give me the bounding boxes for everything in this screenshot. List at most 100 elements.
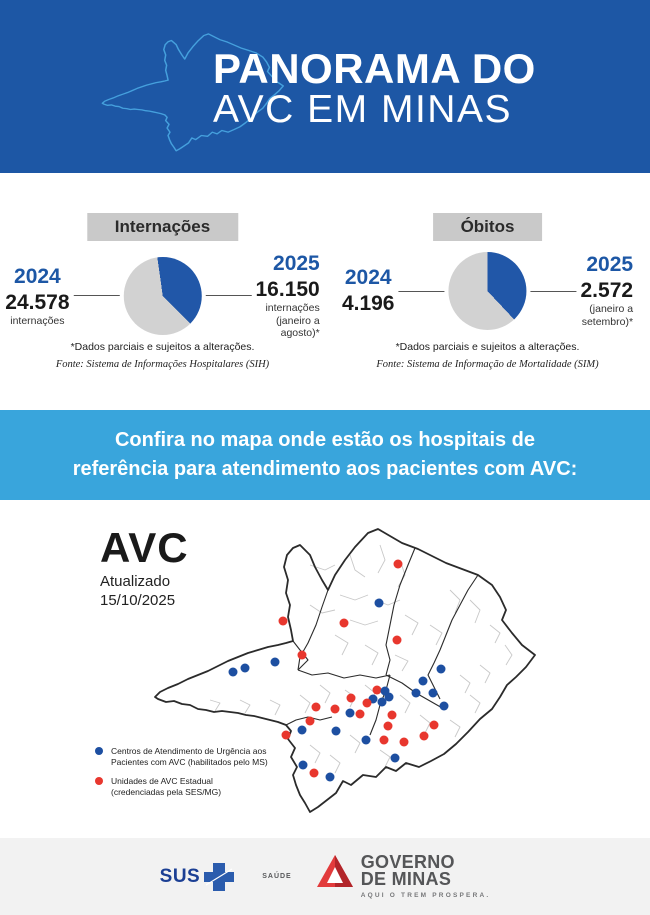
- stat-sublabel: internações: [10, 314, 65, 327]
- red-hospital-dot: [278, 616, 288, 626]
- blue-hospital-dot: [228, 667, 238, 677]
- map-callout-text: Confira no mapa onde estão os hospitais …: [72, 429, 578, 480]
- map-updated-label: Atualizado: [100, 573, 171, 590]
- blue-hospital-dot: [345, 708, 355, 718]
- blue-hospital-dot: [298, 760, 308, 770]
- connector-line: [530, 290, 577, 292]
- red-hospital-dot: [393, 559, 403, 569]
- blue-dot-icon: [95, 747, 103, 755]
- obitos-panel: Óbitos 2024 4.196 2025 2.572 (janeiro a …: [325, 173, 650, 410]
- stat-value: 2.572: [580, 279, 634, 303]
- stat-value: 16.150: [255, 278, 320, 301]
- blue-hospital-dot: [390, 753, 400, 763]
- blue-hospital-dot: [418, 676, 428, 686]
- blue-hospital-dot: [377, 697, 387, 707]
- map-section: AVC Atualizado 15/10/2025: [0, 500, 650, 838]
- internacoes-source: Fonte: Sistema de Informações Hospitalar…: [55, 359, 270, 370]
- stat-value: 24.578: [5, 290, 70, 314]
- sus-label: SUS: [159, 865, 201, 887]
- legend-entry: Unidades de AVC Estadual (credenciadas p…: [95, 776, 268, 797]
- stat-value: 4.196: [341, 292, 395, 315]
- red-hospital-dot: [309, 768, 319, 778]
- internacoes-2024-column: 2024 24.578 internações: [5, 265, 69, 328]
- internacoes-pie-chart: [123, 256, 202, 335]
- red-hospital-dot: [339, 618, 349, 628]
- red-hospital-dot: [346, 693, 356, 703]
- governo-line2: DE MINAS: [360, 869, 452, 889]
- legend-entry: Centros de Atendimento de Urgência aos P…: [95, 746, 268, 767]
- red-hospital-dot: [355, 709, 365, 719]
- sus-logo: SUS: [160, 861, 237, 893]
- year-label: 2025: [273, 252, 320, 275]
- governo-tagline: AQUI O TREM PROSPERA.: [360, 892, 491, 900]
- connector-line: [205, 295, 252, 297]
- red-dot-icon: [95, 777, 103, 786]
- blue-hospital-dot: [439, 701, 449, 711]
- year-label: 2024: [344, 266, 392, 289]
- footer: SUS SAÚDE GOVERNO DE MINAS AQUI O TREM P…: [0, 838, 650, 915]
- sus-cross-icon: [204, 862, 235, 891]
- page-title: PANORAMA DO AVC EM MINAS: [213, 48, 536, 131]
- minas-gerais-outline-icon: [101, 33, 285, 152]
- year-label: 2024: [14, 264, 61, 288]
- red-hospital-dot: [362, 698, 372, 708]
- page-title-line1: PANORAMA DO: [213, 45, 536, 92]
- obitos-source: Fonte: Sistema de Informação de Mortalid…: [376, 359, 599, 370]
- internacoes-heading: Internações: [86, 213, 239, 241]
- map-callout-banner: Confira no mapa onde estão os hospitais …: [0, 410, 650, 500]
- blue-hospital-dot: [240, 663, 250, 673]
- blue-hospital-dot: [380, 686, 390, 696]
- blue-hospital-dot: [436, 664, 446, 674]
- connector-line: [73, 295, 120, 297]
- header-banner: PANORAMA DO AVC EM MINAS: [0, 0, 650, 173]
- year-label: 2025: [586, 253, 634, 277]
- obitos-2024-column: 2024 4.196: [342, 266, 395, 316]
- obitos-2025-column: 2025 2.572 (janeiro a setembro)*: [581, 253, 634, 328]
- minas-gerais-map: [150, 505, 545, 815]
- state-outline: [154, 528, 536, 813]
- map-updated-date: 15/10/2025: [100, 591, 176, 609]
- red-hospital-dot: [387, 710, 397, 720]
- legend-label: Unidades de AVC Estadual (credenciadas p…: [111, 776, 222, 797]
- blue-hospital-dot: [361, 735, 371, 745]
- stat-sublabel: (janeiro a setembro)*: [581, 303, 634, 328]
- page-title-line2: AVC EM MINAS: [213, 88, 512, 131]
- red-hospital-dot: [372, 685, 382, 695]
- blue-hospital-dot: [325, 772, 335, 782]
- internacoes-row: 2024 24.578 internações 2025 16.150 inte…: [5, 252, 319, 340]
- red-hospital-dot: [379, 735, 389, 745]
- red-hospital-dot: [281, 730, 291, 740]
- obitos-pie-chart: [448, 252, 527, 330]
- blue-hospital-dot: [374, 598, 384, 608]
- red-hospital-dot: [297, 650, 307, 660]
- red-hospital-dot: [330, 704, 340, 714]
- red-hospital-dot: [419, 731, 429, 741]
- red-hospital-dot: [392, 635, 402, 645]
- statistics-section: Internações 2024 24.578 internações 2025…: [0, 173, 650, 410]
- blue-hospital-dot: [270, 657, 280, 667]
- blue-hospital-dot: [411, 688, 421, 698]
- internacoes-2025-column: 2025 16.150 internações (janeiro a agost…: [256, 252, 320, 340]
- internacoes-note: *Dados parciais e sujeitos a alterações.: [70, 341, 255, 353]
- red-hospital-dot: [429, 720, 439, 730]
- stat-sublabel: internações (janeiro a agosto)*: [265, 302, 320, 340]
- blue-hospital-dot: [297, 725, 307, 735]
- connector-line: [398, 290, 445, 292]
- blue-hospital-dot: [428, 688, 438, 698]
- governo-de-minas-logo: GOVERNO DE MINAS AQUI O TREM PROSPERA.: [316, 851, 491, 900]
- blue-hospital-dot: [331, 726, 341, 736]
- governo-line1: GOVERNO: [360, 851, 455, 872]
- red-hospital-dot: [311, 702, 321, 712]
- red-hospital-dot: [383, 721, 393, 731]
- internacoes-panel: Internações 2024 24.578 internações 2025…: [0, 173, 325, 410]
- obitos-row: 2024 4.196 2025 2.572 (janeiro a setembr…: [342, 252, 633, 330]
- obitos-note: *Dados parciais e sujeitos a alterações.: [395, 341, 580, 353]
- map-dots-layer: [150, 505, 545, 815]
- red-hospital-dot: [399, 737, 409, 747]
- saude-label: SAÚDE: [262, 873, 292, 880]
- map-legend: Centros de Atendimento de Urgência aos P…: [95, 746, 268, 798]
- legend-label: Centros de Atendimento de Urgência aos P…: [111, 746, 268, 767]
- obitos-heading: Óbitos: [432, 213, 543, 241]
- governo-text-block: GOVERNO DE MINAS AQUI O TREM PROSPERA.: [360, 851, 491, 900]
